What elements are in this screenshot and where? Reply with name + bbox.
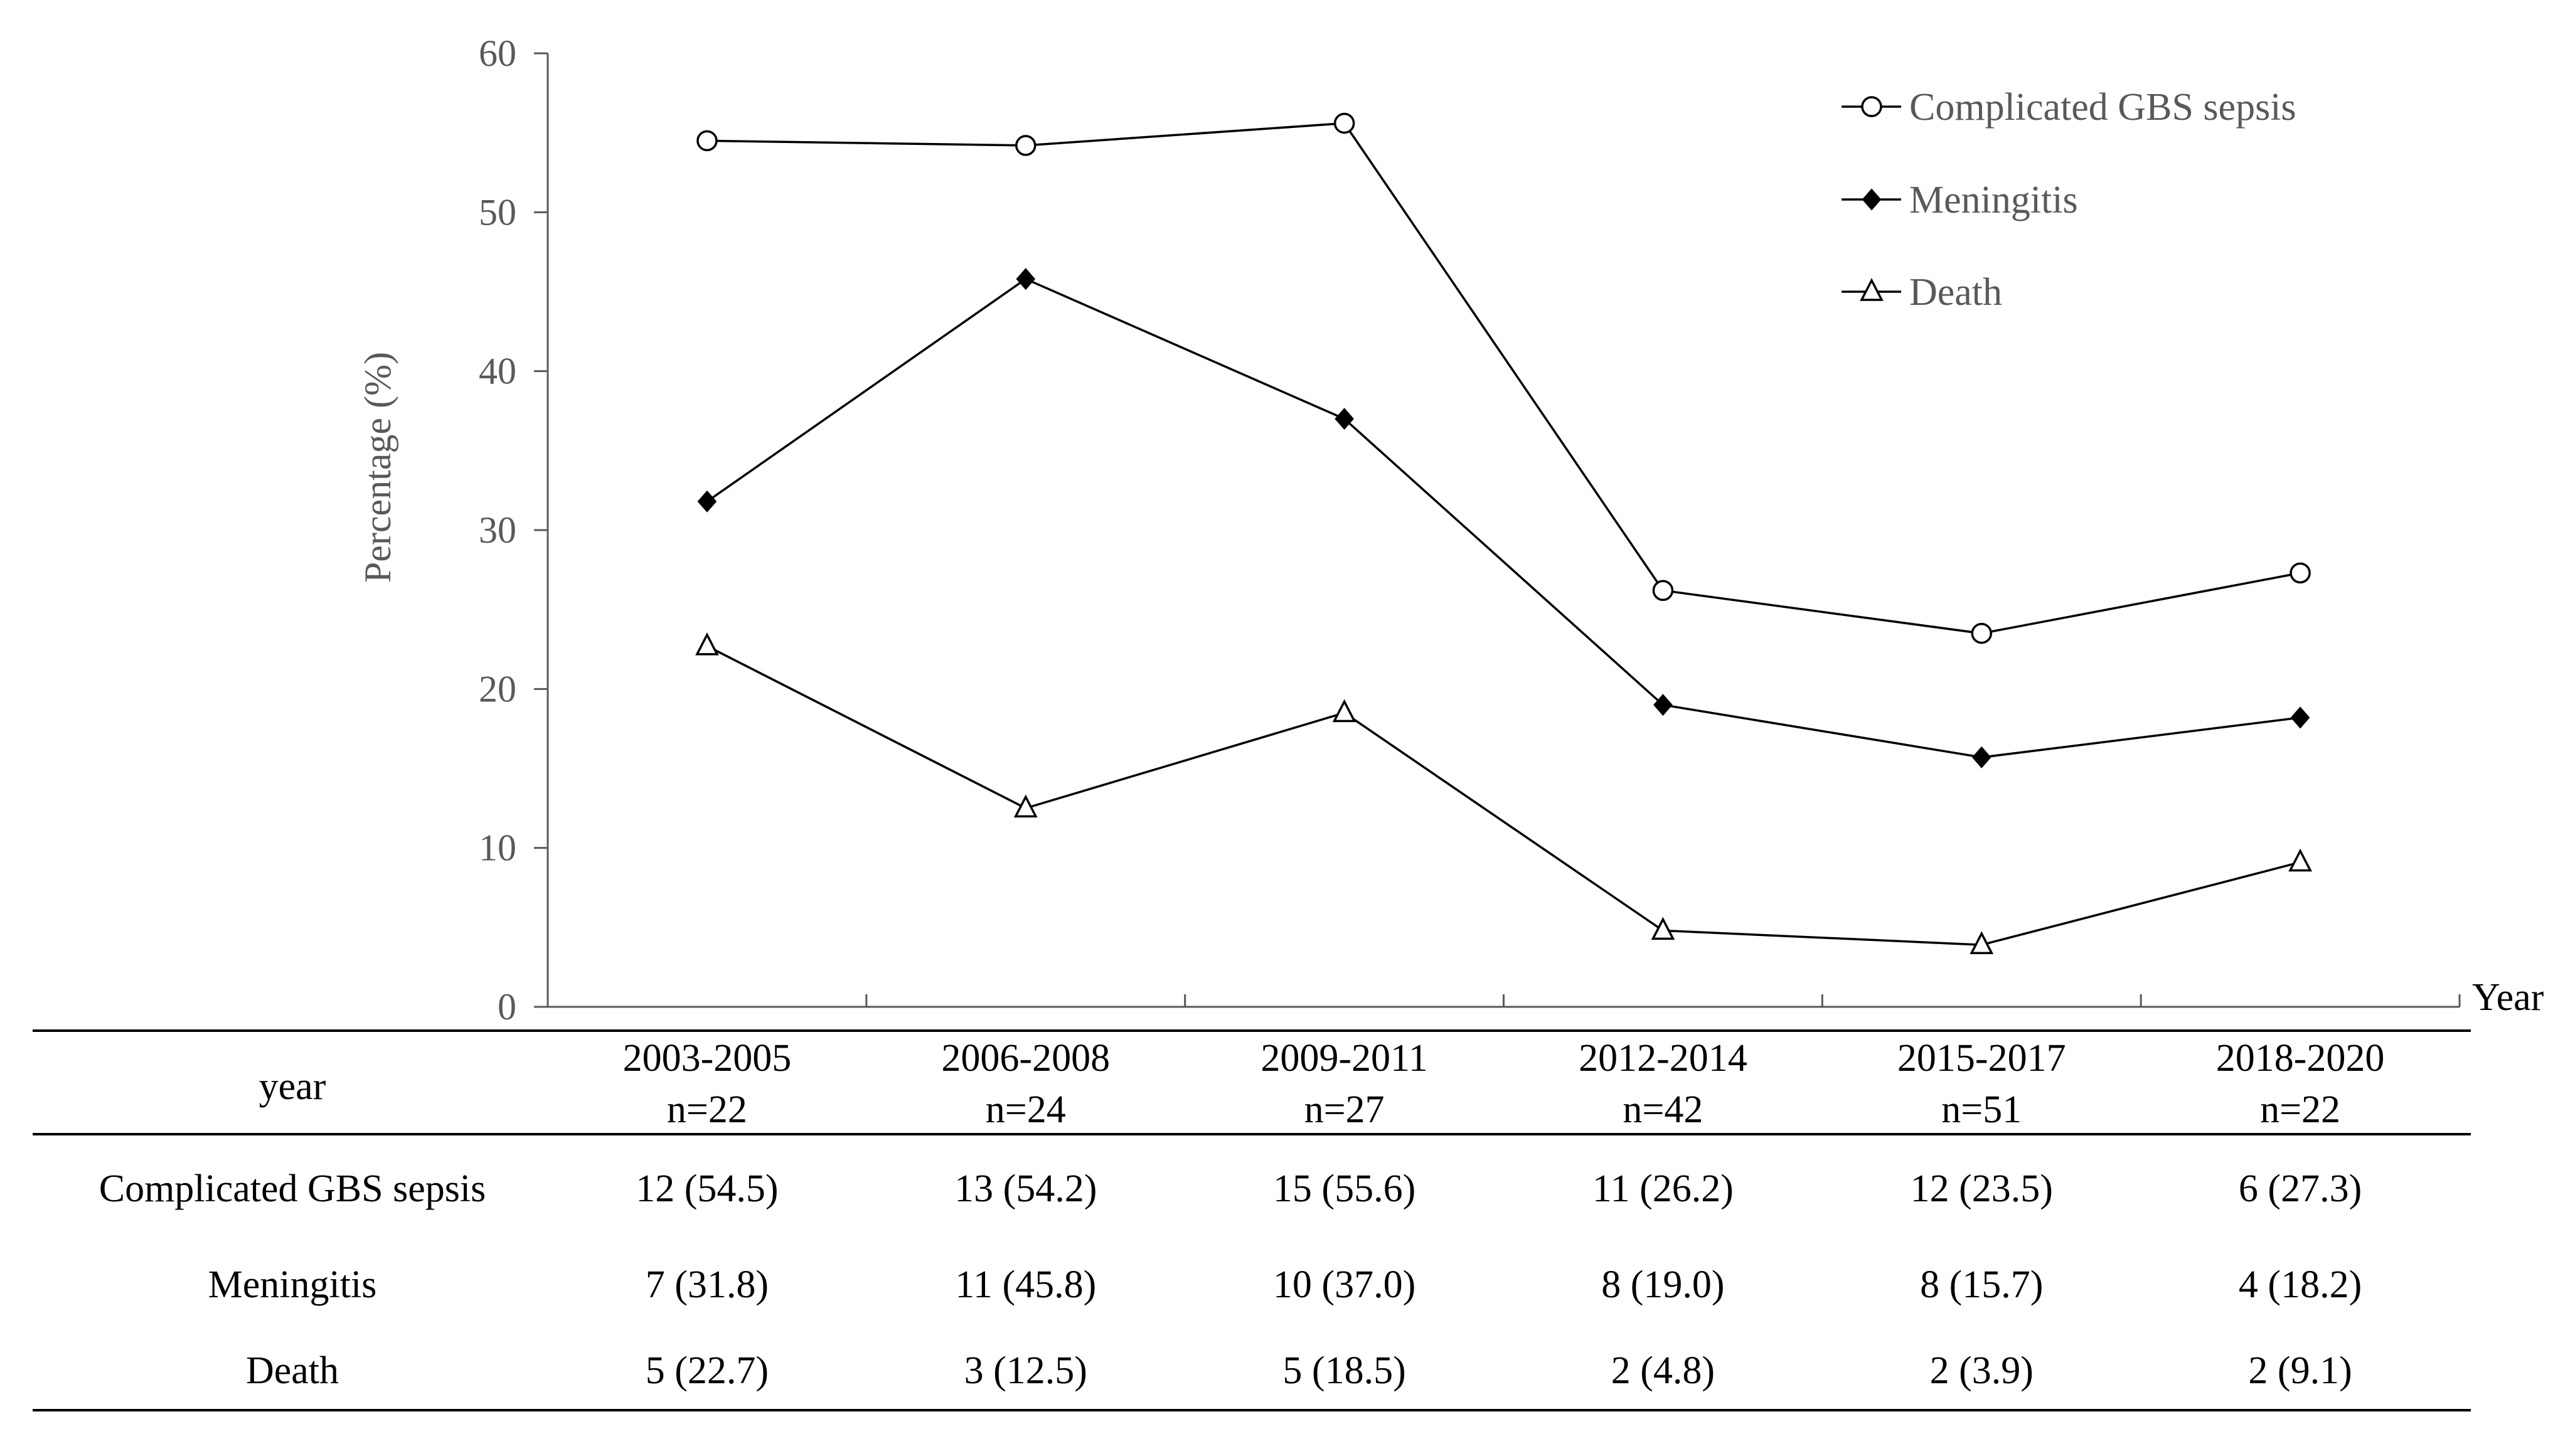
- series-line: [706, 645, 2301, 946]
- series-line: [706, 122, 2301, 635]
- table-cell: 10 (37.0): [1273, 1263, 1415, 1306]
- data-point: [1860, 278, 1884, 301]
- table-row-label: Complicated GBS sepsis: [99, 1167, 486, 1210]
- y-tick-label: 20: [479, 668, 516, 709]
- y-tick-label: 40: [479, 351, 516, 392]
- data-point: [696, 130, 718, 152]
- table-cell: 7 (31.8): [646, 1263, 769, 1306]
- data-point: [697, 490, 717, 513]
- table-cell: 13 (54.2): [954, 1167, 1097, 1210]
- data-point: [1333, 112, 1355, 134]
- y-tick-label: 60: [479, 33, 516, 74]
- data-point: [1862, 188, 1882, 211]
- data-point: [1971, 746, 1991, 768]
- table-header-year: year: [259, 1065, 326, 1108]
- data-point: [1015, 135, 1037, 156]
- table-header-n: n=51: [1941, 1088, 2022, 1131]
- table-header-period: 2003-2005: [623, 1037, 792, 1080]
- table-cell: 3 (12.5): [964, 1349, 1087, 1392]
- table-cell: 8 (19.0): [1601, 1263, 1724, 1306]
- table-header-n: n=27: [1304, 1088, 1385, 1131]
- table-row: Meningitis 7 (31.8) 11 (45.8) 10 (37.0) 8 (1…: [208, 1263, 2362, 1306]
- table-row-label: Meningitis: [208, 1263, 377, 1306]
- y-tick-label: 30: [479, 509, 516, 551]
- data-point: [1652, 580, 1674, 602]
- legend-item: Death: [1842, 271, 2002, 314]
- data-point: [1013, 794, 1038, 818]
- y-tick-label: 10: [479, 827, 516, 869]
- table-cell: 4 (18.2): [2239, 1263, 2362, 1306]
- chart-legend: Complicated GBS sepsis Meningitis Death: [1842, 86, 2296, 314]
- y-tick-label: 0: [498, 986, 516, 1028]
- legend-label: Complicated GBS sepsis: [1909, 86, 2296, 129]
- table-cell: 2 (9.1): [2248, 1349, 2352, 1392]
- series-complicated-gbs-sepsis: [696, 112, 2311, 644]
- table-row: Complicated GBS sepsis 12 (54.5) 13 (54.2)…: [99, 1167, 2362, 1210]
- table-cell: 8 (15.7): [1920, 1263, 2043, 1306]
- legend-item: Meningitis: [1842, 179, 2078, 221]
- data-point: [1861, 96, 1882, 117]
- data-point: [1651, 917, 1675, 940]
- data-point: [1016, 268, 1036, 290]
- legend-label: Meningitis: [1909, 179, 2078, 221]
- x-axis-title: Year: [2472, 976, 2544, 1019]
- table-header-period: 2012-2014: [1579, 1037, 1747, 1080]
- table-cell: 12 (54.5): [636, 1167, 778, 1210]
- table-header-n: n=24: [986, 1088, 1066, 1131]
- data-point: [2288, 848, 2312, 872]
- data-point: [695, 632, 719, 656]
- data-point: [1335, 408, 1354, 430]
- table-header-n: n=22: [667, 1088, 747, 1131]
- data-point: [1970, 931, 1994, 954]
- table-header-period: 2018-2020: [2216, 1037, 2385, 1080]
- data-point: [2290, 706, 2310, 729]
- data-point: [2290, 562, 2311, 584]
- series-death: [695, 632, 2312, 954]
- legend-label: Death: [1909, 271, 2002, 314]
- legend-item: Complicated GBS sepsis: [1842, 86, 2296, 129]
- table-header-n: n=22: [2260, 1088, 2340, 1131]
- table-cell: 2 (3.9): [1930, 1349, 2034, 1392]
- table-cell: 5 (22.7): [646, 1349, 769, 1392]
- table-header-period: 2006-2008: [941, 1037, 1110, 1080]
- data-point: [1653, 694, 1673, 716]
- table-cell: 11 (45.8): [955, 1263, 1096, 1306]
- chart-axes: 0 10 20 30 40 50 60 Percentage (%) Year: [357, 33, 2544, 1028]
- table-cell: 6 (27.3): [2239, 1167, 2362, 1210]
- table-cell: 2 (4.8): [1611, 1349, 1715, 1392]
- series-line: [706, 277, 2301, 759]
- table-cell: 11 (26.2): [1592, 1167, 1734, 1210]
- y-tick-label: 50: [479, 191, 516, 233]
- table-header-n: n=42: [1623, 1088, 1703, 1131]
- data-point: [1971, 622, 1992, 644]
- series-meningitis: [697, 268, 2310, 768]
- table-row: Death 5 (22.7) 3 (12.5) 5 (18.5) 2 (4.8) 2 (3…: [246, 1349, 2352, 1392]
- table-cell: 5 (18.5): [1282, 1349, 1405, 1392]
- table-cell: 12 (23.5): [1911, 1167, 2053, 1210]
- data-table: year 2003-2005 n=22 2006-2008 n=24 2009-2011 n…: [33, 1029, 2471, 1411]
- table-header-period: 2015-2017: [1897, 1037, 2066, 1080]
- table-cell: 15 (55.6): [1273, 1167, 1415, 1210]
- y-axis-title: Percentage (%): [357, 352, 398, 583]
- chart-series: [695, 112, 2312, 954]
- data-point: [1332, 699, 1357, 723]
- table-row-label: Death: [246, 1349, 339, 1392]
- table-header-period: 2009-2011: [1261, 1037, 1427, 1080]
